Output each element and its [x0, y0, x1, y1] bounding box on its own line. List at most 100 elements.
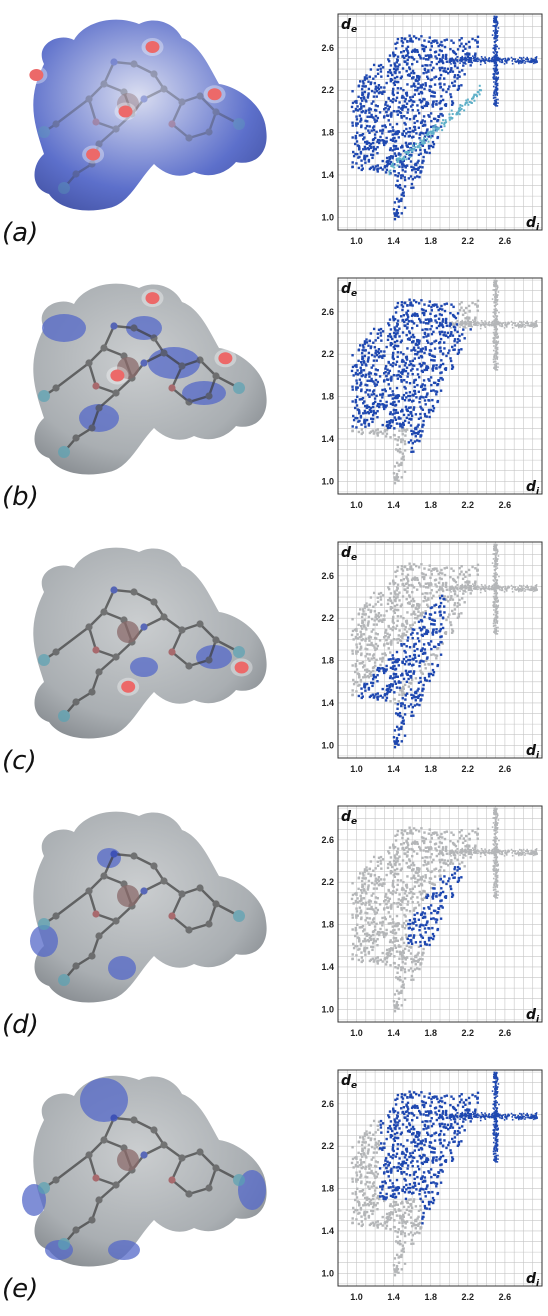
background-point — [464, 570, 468, 574]
highlight-point — [367, 92, 370, 95]
highlight-point — [392, 665, 395, 668]
highlight-point — [431, 145, 435, 149]
highlight-point — [381, 423, 384, 427]
highlight-point — [413, 696, 417, 699]
dense-point — [388, 173, 391, 176]
dense-point — [425, 134, 428, 137]
highlight-point — [430, 622, 433, 626]
spike-point — [495, 61, 498, 64]
highlight-point — [429, 48, 432, 52]
spike-point — [495, 45, 498, 48]
spike-point — [493, 584, 495, 587]
highlight-point — [434, 645, 437, 649]
highlight-point — [402, 149, 406, 153]
highlight-point — [384, 669, 387, 673]
highlight-point — [420, 143, 423, 146]
highlight-point — [410, 314, 414, 317]
background-point — [376, 596, 379, 599]
highlight-point — [362, 360, 365, 363]
spike-point — [493, 549, 495, 552]
y-tick-label: 2.2 — [321, 349, 334, 359]
background-point — [424, 582, 428, 585]
highlight-point — [371, 405, 375, 409]
spike-point — [496, 285, 499, 287]
highlight-point — [443, 45, 447, 49]
highlight-point — [359, 117, 363, 120]
highlight-point — [372, 147, 376, 151]
spike-point — [482, 322, 485, 324]
highlight-point — [449, 93, 452, 96]
highlight-point — [367, 158, 371, 162]
highlight-point — [426, 128, 429, 131]
spike-point — [535, 320, 538, 322]
spike-point — [495, 30, 497, 33]
background-point — [408, 627, 411, 631]
spike-point — [495, 604, 497, 607]
highlight-point — [436, 135, 440, 139]
highlight-point — [403, 176, 406, 179]
highlight-point — [419, 131, 422, 135]
background-point — [361, 431, 364, 434]
contact-hot-spot — [145, 41, 160, 53]
highlight-point — [409, 98, 413, 102]
background-point — [399, 579, 403, 582]
spike-point — [496, 296, 498, 298]
spike-point — [470, 584, 472, 587]
spike-point — [501, 324, 504, 326]
highlight-point — [371, 156, 374, 160]
highlight-point — [416, 425, 419, 428]
highlight-point — [457, 351, 461, 354]
highlight-point — [417, 376, 421, 379]
highlight-point — [424, 395, 428, 399]
dense-point — [411, 144, 414, 147]
highlight-point — [413, 379, 416, 382]
highlight-point — [371, 693, 375, 696]
highlight-point — [396, 59, 399, 62]
highlight-point — [362, 96, 365, 99]
spike-point — [494, 599, 497, 602]
background-point — [417, 606, 421, 609]
highlight-point — [402, 163, 405, 167]
dense-point — [448, 118, 451, 121]
highlight-point — [434, 603, 438, 606]
background-point — [406, 568, 409, 571]
spike-point — [506, 323, 509, 326]
highlight-point — [366, 147, 370, 150]
highlight-point — [412, 670, 416, 673]
highlight-point — [393, 145, 396, 148]
spike-point — [487, 588, 489, 590]
contact-patch — [126, 316, 162, 340]
highlight-point — [385, 684, 389, 688]
highlight-point — [392, 93, 395, 97]
spike-point — [530, 57, 533, 60]
highlight-point — [403, 320, 406, 324]
highlight-point — [401, 188, 405, 191]
dense-point — [422, 143, 425, 146]
background-point — [386, 632, 389, 635]
background-point — [396, 593, 400, 596]
background-point — [355, 636, 358, 640]
highlight-point — [389, 387, 392, 390]
highlight-point — [406, 318, 409, 321]
highlight-point — [389, 419, 393, 422]
highlight-point — [412, 76, 415, 79]
highlight-point — [401, 305, 405, 308]
spike-point — [497, 323, 499, 326]
spike-point — [504, 321, 507, 324]
background-point — [360, 624, 363, 628]
highlight-point — [476, 45, 479, 48]
highlight-point — [362, 148, 365, 151]
highlight-point — [421, 119, 424, 122]
highlight-point — [453, 338, 457, 341]
background-point — [415, 617, 419, 620]
highlight-point — [387, 423, 390, 427]
spike-point — [495, 566, 497, 568]
atom — [38, 654, 50, 666]
highlight-point — [392, 110, 396, 113]
background-point — [396, 448, 400, 452]
spike-point — [492, 60, 495, 63]
atom — [85, 887, 93, 895]
highlight-point — [412, 364, 416, 367]
highlight-point — [463, 61, 466, 65]
highlight-point — [418, 76, 421, 79]
